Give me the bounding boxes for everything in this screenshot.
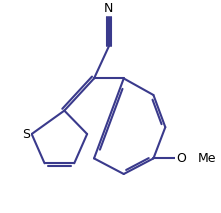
Text: O: O — [176, 152, 186, 165]
Text: Me: Me — [198, 152, 217, 165]
Text: N: N — [104, 2, 114, 15]
Text: S: S — [22, 128, 30, 141]
